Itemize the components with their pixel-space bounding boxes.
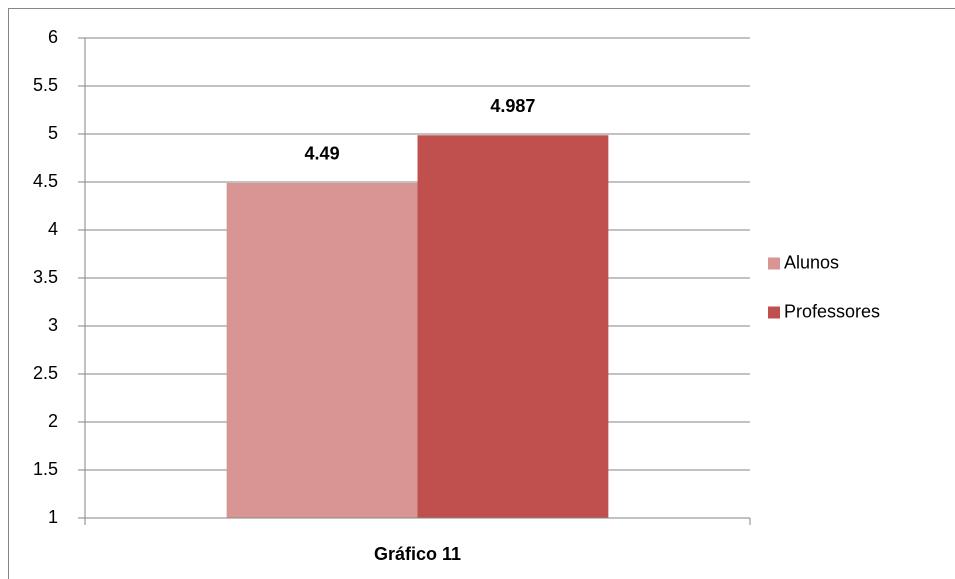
y-tick-label: 4 — [48, 219, 58, 239]
value-label: 4.49 — [305, 144, 340, 164]
value-label: 4.987 — [490, 96, 535, 116]
y-tick-label: 5 — [48, 123, 58, 143]
y-tick-label: 1.5 — [33, 459, 58, 479]
bar — [417, 135, 609, 519]
x-tick-label: Gráfico 11 — [374, 544, 461, 564]
legend-label: Professores — [784, 301, 880, 321]
bar — [226, 182, 418, 518]
y-tick-label: 2.5 — [33, 363, 58, 383]
y-tick-label: 3 — [48, 315, 58, 335]
y-tick-label: 5.5 — [33, 75, 58, 95]
y-tick-label: 3.5 — [33, 267, 58, 287]
legend-swatch — [768, 306, 780, 319]
y-tick-label: 4.5 — [33, 171, 58, 191]
legend-label: Alunos — [784, 252, 839, 272]
y-tick-label: 6 — [48, 27, 58, 47]
legend-swatch — [768, 257, 780, 270]
y-tick-label: 2 — [48, 411, 58, 431]
y-tick-label: 1 — [48, 507, 58, 527]
